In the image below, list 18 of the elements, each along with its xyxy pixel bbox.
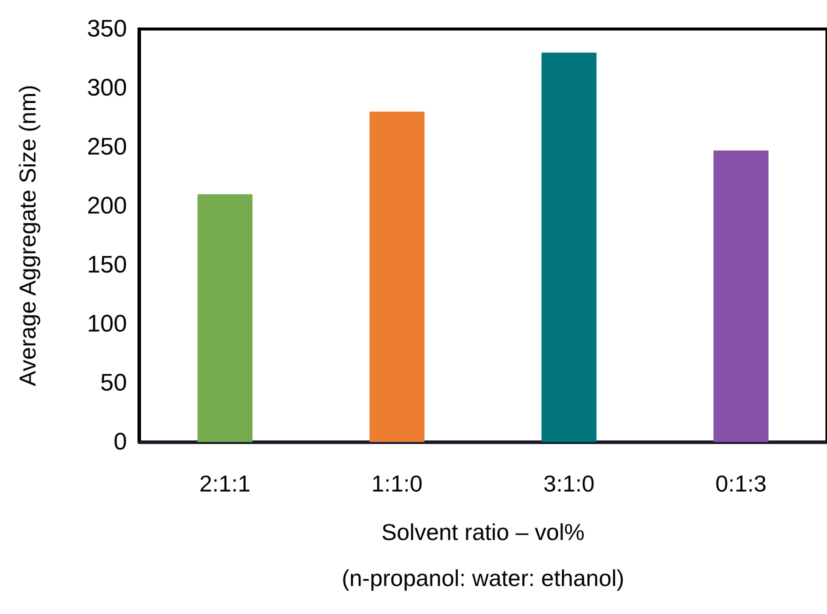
y-tick-label: 350: [86, 16, 127, 42]
y-tick-label: 250: [86, 134, 127, 160]
x-tick-label: 3:1:0: [543, 470, 595, 496]
y-tick-label: 0: [114, 428, 127, 456]
bar: [542, 52, 596, 442]
y-axis-title: Average Aggregate Size (nm): [14, 84, 40, 386]
y-tick-label: 150: [86, 252, 127, 278]
bar: [370, 112, 424, 442]
bar: [198, 194, 252, 442]
y-tick-label: 300: [86, 74, 127, 102]
y-tick-label: 200: [86, 192, 127, 220]
y-tick-label: 100: [86, 310, 127, 338]
x-tick-label: 2:1:1: [199, 470, 251, 496]
x-axis-title: Solvent ratio – vol% (n-propanol: water: ethanol): [342, 519, 624, 591]
bar: [714, 150, 768, 442]
y-tick-label: 50: [100, 370, 127, 396]
x-tick-label: 1:1:0: [371, 470, 423, 496]
x-tick-label: 0:1:3: [715, 470, 767, 496]
